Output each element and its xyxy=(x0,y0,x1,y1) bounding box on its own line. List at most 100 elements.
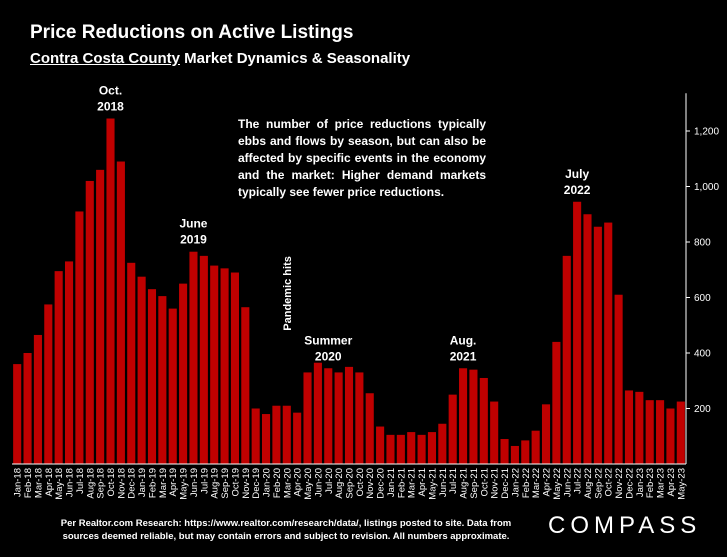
compass-logo: COMPASS xyxy=(548,512,702,539)
y-tick-label: 200 xyxy=(694,404,711,415)
bar xyxy=(521,440,530,464)
bar xyxy=(604,222,613,464)
x-tick-label: Aug-21 xyxy=(459,468,470,499)
x-tick-label: Nov-19 xyxy=(241,468,252,499)
footer-source: Per Realtor.com Research: https://www.re… xyxy=(36,517,536,543)
x-axis-labels: Jan-18 Feb-18 Mar-18 Apr-18 May-18 Jun-18 Jul-… xyxy=(13,468,688,500)
annotation-line: 2019 xyxy=(180,233,207,247)
bar-series xyxy=(13,118,685,465)
bar xyxy=(500,439,509,464)
x-tick-label: Mar-21 xyxy=(407,468,418,498)
x-tick-label: Oct-19 xyxy=(230,468,241,497)
chart-note: The number of price reductions typically… xyxy=(238,117,486,199)
x-tick-label: Jul-19 xyxy=(199,468,210,494)
bar xyxy=(210,265,219,464)
annotation-line: Aug. xyxy=(450,333,477,347)
x-tick-label: Mar-20 xyxy=(282,468,293,498)
annotation-line: July xyxy=(565,167,589,181)
x-tick-label: Apr-19 xyxy=(168,468,179,497)
y-tick-label: 1,000 xyxy=(694,182,719,193)
y-axis: 200 400 600 800 1,000 1,200 xyxy=(12,93,719,465)
bar xyxy=(676,401,685,464)
bar xyxy=(96,169,105,464)
annotation-label: Summer 2020 xyxy=(304,333,352,363)
annotation-label: June 2019 xyxy=(179,217,207,247)
bar xyxy=(303,372,312,465)
bar xyxy=(23,353,32,464)
annotation-line: Summer xyxy=(304,333,352,347)
bar xyxy=(13,364,22,464)
bar xyxy=(293,412,302,464)
x-tick-label: Aug-22 xyxy=(583,468,594,499)
bar xyxy=(127,262,136,464)
x-tick-label: Apr-23 xyxy=(666,468,677,497)
bar xyxy=(251,408,260,464)
x-tick-label: Jan-23 xyxy=(635,468,646,497)
x-tick-label: Oct-20 xyxy=(355,468,366,497)
y-tick-label: 600 xyxy=(694,293,711,304)
x-tick-label: Sep-19 xyxy=(220,468,231,499)
bar xyxy=(168,308,177,464)
bar xyxy=(573,201,582,464)
x-tick-label: Feb-20 xyxy=(272,468,283,498)
bar xyxy=(272,405,281,465)
x-tick-label: May-22 xyxy=(552,468,563,500)
x-tick-label: Jul-22 xyxy=(573,468,584,494)
x-tick-label: Jul-18 xyxy=(75,468,86,494)
bar xyxy=(583,214,592,464)
x-tick-label: Jul-20 xyxy=(324,468,335,494)
annotation-line: 2021 xyxy=(450,349,477,363)
bar xyxy=(344,366,354,465)
bar xyxy=(396,434,405,464)
x-tick-label: Feb-19 xyxy=(147,468,158,498)
x-tick-label: Sep-20 xyxy=(345,468,356,499)
bar xyxy=(614,294,623,465)
bar xyxy=(334,372,343,465)
annotation-line: 2018 xyxy=(97,100,124,114)
bar xyxy=(386,434,395,464)
x-tick-label: Oct-21 xyxy=(479,468,490,497)
bar xyxy=(147,289,157,464)
x-tick-label: Jun-19 xyxy=(189,468,200,497)
bar xyxy=(179,283,188,465)
bar xyxy=(376,426,385,464)
annotation-label: Aug. 2021 xyxy=(450,333,477,363)
x-tick-label: Jan-19 xyxy=(137,468,148,497)
bar xyxy=(541,404,551,464)
bar xyxy=(44,304,53,464)
x-tick-label: Dec-18 xyxy=(127,468,138,499)
x-tick-label: Aug-18 xyxy=(85,468,96,499)
bar xyxy=(33,334,42,464)
x-tick-label: Feb-21 xyxy=(396,468,407,498)
bar xyxy=(438,423,447,464)
x-tick-label: Aug-20 xyxy=(334,468,345,499)
bar xyxy=(645,400,654,465)
bar xyxy=(407,432,416,464)
x-tick-label: Nov-18 xyxy=(116,468,127,499)
y-tick-label: 1,200 xyxy=(694,127,719,138)
x-tick-label: Sep-22 xyxy=(593,468,604,499)
bar xyxy=(116,161,125,464)
bar xyxy=(656,400,665,465)
bar xyxy=(313,362,322,464)
x-tick-label: Sep-18 xyxy=(96,468,107,499)
annotation-line: Oct. xyxy=(99,84,122,98)
bar xyxy=(220,268,229,464)
x-tick-label: May-23 xyxy=(676,468,687,500)
x-tick-label: Dec-22 xyxy=(624,468,635,499)
bar xyxy=(469,369,478,464)
y-tick-label: 800 xyxy=(694,238,711,249)
bar xyxy=(417,434,426,464)
x-tick-label: Jun-21 xyxy=(438,468,449,497)
bar xyxy=(189,251,198,464)
annotation-line: 2020 xyxy=(315,349,342,363)
x-tick-label: Nov-21 xyxy=(490,468,501,499)
bar xyxy=(64,261,74,464)
bar xyxy=(199,255,208,464)
bar xyxy=(459,368,468,464)
x-tick-label: Jan-22 xyxy=(510,468,521,497)
bar xyxy=(106,118,115,464)
bar xyxy=(54,271,63,464)
x-tick-label: Dec-21 xyxy=(500,468,511,499)
